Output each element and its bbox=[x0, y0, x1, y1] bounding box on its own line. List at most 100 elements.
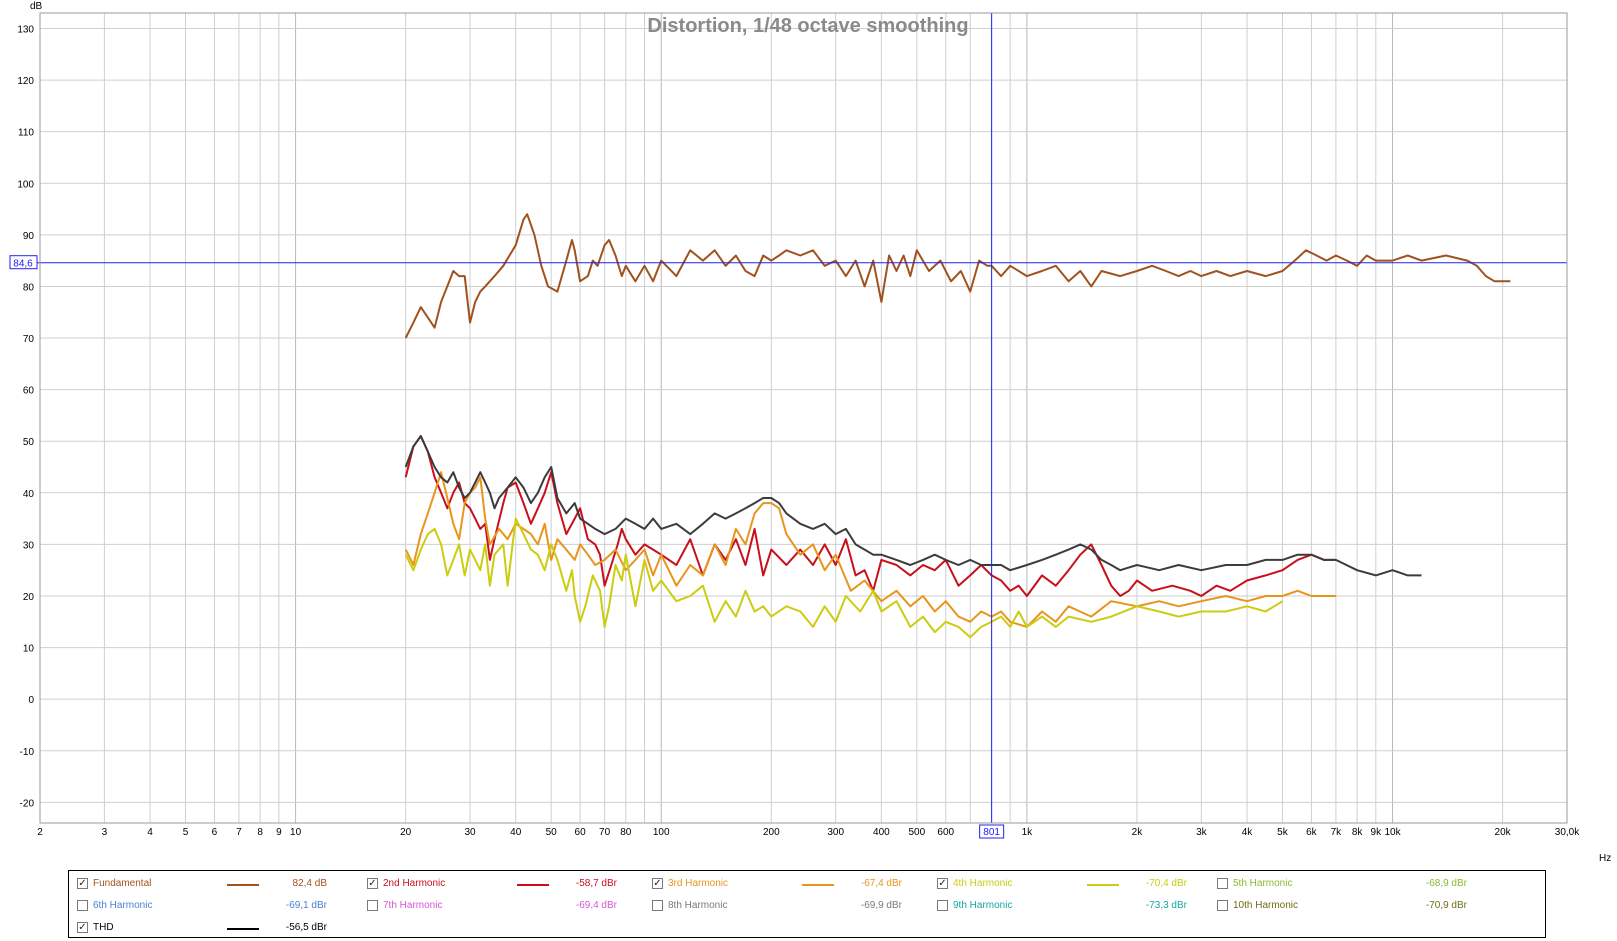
legend-value: -73,3 dBr bbox=[1145, 900, 1187, 911]
legend-item-9th-harmonic: 9th Harmonic -73,3 dBr bbox=[937, 898, 1197, 916]
y-tick-label: 100 bbox=[17, 179, 34, 190]
y-tick-labels: -20 -10 0 10 20 30 40 50 60 70 80 90 100 110 120 130 bbox=[17, 24, 34, 809]
x-tick-label: 4k bbox=[1242, 827, 1254, 838]
x-tick-label: 600 bbox=[937, 827, 954, 838]
x-tick-label: 20 bbox=[400, 827, 412, 838]
series-4th-harmonic bbox=[404, 517, 1284, 639]
x-tick-label: 100 bbox=[653, 827, 670, 838]
legend-label: 7th Harmonic bbox=[383, 900, 443, 911]
y-tick-label: 120 bbox=[17, 76, 34, 87]
legend-value: -58,7 dBr bbox=[575, 878, 617, 889]
y-tick-label: 60 bbox=[23, 386, 35, 397]
legend-swatch bbox=[517, 884, 549, 886]
y-tick-label: -20 bbox=[20, 798, 35, 809]
legend-checkbox[interactable] bbox=[77, 922, 88, 933]
y-tick-label: 70 bbox=[23, 334, 35, 345]
y-tick-label: 90 bbox=[23, 231, 35, 242]
x-tick-label: 2k bbox=[1132, 827, 1144, 838]
legend-value: -69,9 dBr bbox=[860, 900, 902, 911]
x-tick-label: 8 bbox=[257, 827, 263, 838]
x-tick-label: 4 bbox=[147, 827, 153, 838]
x-tick-label: 1k bbox=[1022, 827, 1034, 838]
series-3rd-harmonic bbox=[404, 471, 1336, 628]
legend-label: 2nd Harmonic bbox=[383, 878, 446, 889]
x-tick-label: 30 bbox=[464, 827, 476, 838]
legend-label: 3rd Harmonic bbox=[668, 878, 729, 889]
legend-swatch bbox=[227, 884, 259, 886]
x-tick-label: 7 bbox=[236, 827, 242, 838]
series-fundamental bbox=[404, 213, 1511, 339]
x-tick-label: 8k bbox=[1352, 827, 1364, 838]
distortion-chart[interactable]: dB Hz -20 -10 0 10 20 30 40 50 60 70 80 90 100 110 120… bbox=[0, 0, 1617, 870]
x-tick-labels: 2 3 4 5 6 7 8 9 10 20 30 40 50 60 70 80 100 200 300 400 500 6… bbox=[37, 827, 1580, 838]
legend-value: -69,1 dBr bbox=[285, 900, 327, 911]
x-tick-label: 5 bbox=[183, 827, 189, 838]
legend-label: 5th Harmonic bbox=[1233, 878, 1293, 889]
legend-value: -70,9 dBr bbox=[1425, 900, 1467, 911]
legend-checkbox[interactable] bbox=[652, 878, 663, 889]
legend-checkbox[interactable] bbox=[652, 900, 663, 911]
legend-item-5th-harmonic: 5th Harmonic -68,9 dBr bbox=[1217, 876, 1477, 894]
y-tick-label: 20 bbox=[23, 592, 35, 603]
x-tick-label: 10k bbox=[1384, 827, 1401, 838]
legend-item-2nd-harmonic: 2nd Harmonic -58,7 dBr bbox=[367, 876, 627, 894]
legend-item-fundamental: Fundamental 82,4 dB bbox=[77, 876, 337, 894]
legend-checkbox[interactable] bbox=[367, 878, 378, 889]
x-tick-label: 50 bbox=[546, 827, 558, 838]
legend-label: 9th Harmonic bbox=[953, 900, 1013, 911]
legend-item-thd: THD -56,5 dBr bbox=[77, 920, 337, 938]
legend-item-7th-harmonic: 7th Harmonic -69,4 dBr bbox=[367, 898, 627, 916]
plot-frame bbox=[39, 12, 1568, 824]
legend-value: -69,4 dBr bbox=[575, 900, 617, 911]
legend-checkbox[interactable] bbox=[1217, 878, 1228, 889]
x-tick-label: 10 bbox=[290, 827, 302, 838]
x-tick-label: 5k bbox=[1277, 827, 1289, 838]
y-tick-label: 10 bbox=[23, 644, 35, 655]
cursor-x-box bbox=[979, 824, 1005, 839]
x-tick-label: 9k bbox=[1371, 827, 1383, 838]
legend-swatch bbox=[1087, 884, 1119, 886]
legend-checkbox[interactable] bbox=[77, 900, 88, 911]
legend-label: 4th Harmonic bbox=[953, 878, 1013, 889]
legend-checkbox[interactable] bbox=[77, 878, 88, 889]
x-tick-label: 20k bbox=[1495, 827, 1512, 838]
legend-checkbox[interactable] bbox=[367, 900, 378, 911]
legend-value: -67,4 dBr bbox=[860, 878, 902, 889]
y-tick-label: -10 bbox=[20, 747, 35, 758]
x-tick-label: 200 bbox=[763, 827, 780, 838]
x-tick-label: 300 bbox=[827, 827, 844, 838]
grid-lines bbox=[39, 13, 1568, 823]
legend-label: 6th Harmonic bbox=[93, 900, 153, 911]
x-tick-label: 40 bbox=[510, 827, 522, 838]
y-tick-label: 40 bbox=[23, 489, 35, 500]
legend-checkbox[interactable] bbox=[1217, 900, 1228, 911]
cursor-x-label: 801 bbox=[983, 827, 1000, 838]
y-tick-label: 130 bbox=[17, 24, 34, 35]
x-tick-label: 2 bbox=[37, 827, 43, 838]
legend-value: -70,4 dBr bbox=[1145, 878, 1187, 889]
x-axis-unit: Hz bbox=[1599, 853, 1611, 864]
y-tick-label: 80 bbox=[23, 282, 35, 293]
legend-item-8th-harmonic: 8th Harmonic -69,9 dBr bbox=[652, 898, 912, 916]
x-tick-label: 3 bbox=[102, 827, 108, 838]
series-lines bbox=[404, 213, 1511, 639]
legend-item-10th-harmonic: 10th Harmonic -70,9 dBr bbox=[1217, 898, 1477, 916]
legend-checkbox[interactable] bbox=[937, 878, 948, 889]
x-tick-label: 80 bbox=[620, 827, 632, 838]
legend-value: -68,9 dBr bbox=[1425, 878, 1467, 889]
x-tick-label: 3k bbox=[1196, 827, 1208, 838]
y-axis-unit: dB bbox=[30, 1, 43, 12]
legend-item-4th-harmonic: 4th Harmonic -70,4 dBr bbox=[937, 876, 1197, 894]
series-2nd-harmonic bbox=[404, 435, 1336, 597]
series-thd bbox=[404, 435, 1422, 577]
x-tick-label: 400 bbox=[873, 827, 890, 838]
legend-swatch bbox=[802, 884, 834, 886]
y-tick-label: 30 bbox=[23, 540, 35, 551]
legend-value: 82,4 dB bbox=[292, 878, 327, 889]
x-tick-label: 6k bbox=[1306, 827, 1318, 838]
legend-label: 8th Harmonic bbox=[668, 900, 728, 911]
cursor[interactable]: 84,6 801 bbox=[9, 13, 1567, 839]
legend-checkbox[interactable] bbox=[937, 900, 948, 911]
legend-label: 10th Harmonic bbox=[1233, 900, 1299, 911]
x-tick-label: 500 bbox=[908, 827, 925, 838]
